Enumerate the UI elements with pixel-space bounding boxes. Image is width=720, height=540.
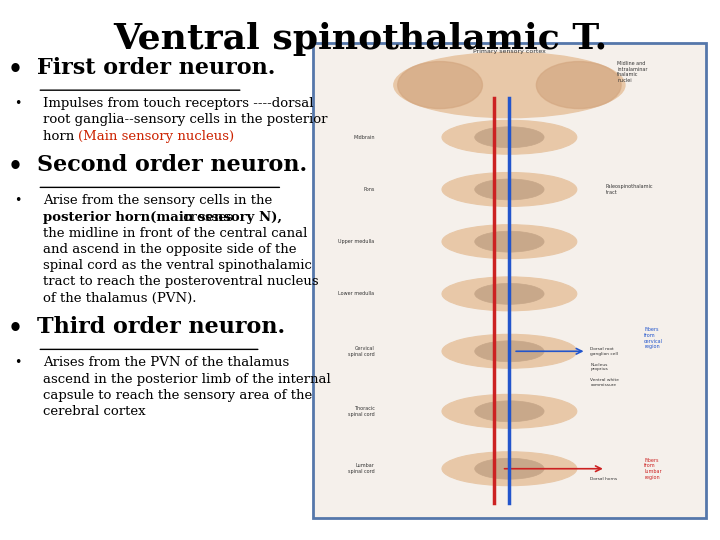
Text: root ganglia--sensory cells in the posterior: root ganglia--sensory cells in the poste… [43,113,328,126]
Ellipse shape [442,120,577,154]
FancyBboxPatch shape [313,43,706,518]
Ellipse shape [474,179,544,200]
Text: Dorsal root
ganglion cell: Dorsal root ganglion cell [590,347,618,355]
Text: Impulses from touch receptors ----dorsal: Impulses from touch receptors ----dorsal [43,97,314,110]
Text: (Main sensory nucleus): (Main sensory nucleus) [78,130,234,143]
Text: •: • [7,57,22,80]
Ellipse shape [474,127,544,148]
Text: Midbrain: Midbrain [353,135,374,140]
Ellipse shape [474,284,544,304]
Ellipse shape [394,52,625,118]
Text: •: • [14,97,22,110]
Text: Upper medulla: Upper medulla [338,239,374,244]
Ellipse shape [442,452,577,485]
Text: ascend in the posterior limb of the internal: ascend in the posterior limb of the inte… [43,373,331,386]
Ellipse shape [442,225,577,259]
Text: Cervical
spinal cord: Cervical spinal cord [348,346,374,357]
Ellipse shape [474,401,544,422]
Text: horn: horn [43,130,78,143]
Text: Fibers
from
lumbar
region: Fibers from lumbar region [644,457,662,480]
Text: •: • [7,154,22,178]
Text: of the thalamus (PVN).: of the thalamus (PVN). [43,292,197,305]
Text: cerebral cortex: cerebral cortex [43,405,146,418]
Ellipse shape [442,394,577,428]
Text: Arise from the sensory cells in the: Arise from the sensory cells in the [43,194,272,207]
Text: Lower medulla: Lower medulla [338,292,374,296]
Text: posterior horn(main sensory N),: posterior horn(main sensory N), [43,211,282,224]
Ellipse shape [474,231,544,252]
Text: Third order neuron.: Third order neuron. [37,316,286,338]
Ellipse shape [474,458,544,479]
Text: Ventral white
commissure: Ventral white commissure [590,379,619,387]
Text: First order neuron.: First order neuron. [37,57,276,79]
Text: Midline and
intralaminar
thalamic
nuclei: Midline and intralaminar thalamic nuclei [617,61,648,83]
Text: •: • [7,316,22,340]
Text: •: • [14,356,22,369]
Text: Pons: Pons [363,187,374,192]
Text: crosses: crosses [179,211,233,224]
Ellipse shape [442,172,577,206]
Text: Paleospinothalamic
tract: Paleospinothalamic tract [606,184,653,195]
Text: capsule to reach the sensory area of the: capsule to reach the sensory area of the [43,389,312,402]
Text: Second order neuron.: Second order neuron. [37,154,307,176]
Ellipse shape [442,277,577,311]
Text: Dorsal horns: Dorsal horns [590,477,618,481]
Text: spinal cord as the ventral spinothalamic: spinal cord as the ventral spinothalamic [43,259,312,272]
Text: Ventral spinothalamic T.: Ventral spinothalamic T. [113,22,607,56]
Text: Thoracic
spinal cord: Thoracic spinal cord [348,406,374,417]
Text: •: • [14,194,22,207]
Ellipse shape [442,334,577,368]
Text: Lumbar
spinal cord: Lumbar spinal cord [348,463,374,474]
Ellipse shape [474,341,544,362]
Text: Fibers
from
cervical
region: Fibers from cervical region [644,327,663,349]
Text: tract to reach the posteroventral nucleus: tract to reach the posteroventral nucleu… [43,275,319,288]
Text: Arises from the PVN of the thalamus: Arises from the PVN of the thalamus [43,356,289,369]
Text: Primary sensory cortex: Primary sensory cortex [473,49,546,54]
Ellipse shape [536,62,621,109]
Text: the midline in front of the central canal: the midline in front of the central cana… [43,227,307,240]
Text: and ascend in the opposite side of the: and ascend in the opposite side of the [43,243,297,256]
Ellipse shape [397,62,482,109]
Text: Nucleus
proprius: Nucleus proprius [590,363,608,371]
